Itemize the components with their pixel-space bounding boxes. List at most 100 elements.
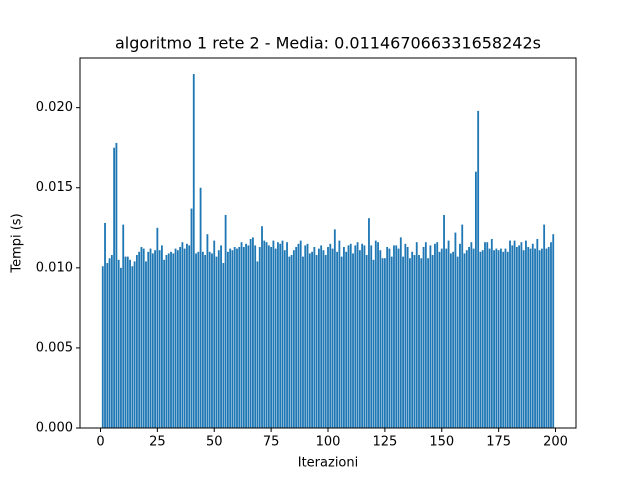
bar — [477, 110, 480, 428]
bar — [270, 247, 273, 428]
bar — [267, 245, 270, 428]
bar — [247, 245, 250, 428]
bar — [101, 266, 104, 428]
bar — [181, 242, 184, 428]
bar — [488, 248, 491, 428]
x-tick-label: 75 — [263, 435, 280, 450]
x-tick-label: 50 — [206, 435, 223, 450]
bar — [124, 256, 127, 428]
bar — [529, 248, 532, 428]
bar — [347, 245, 350, 428]
bar — [429, 245, 432, 428]
bar — [315, 255, 318, 428]
bar — [338, 240, 341, 428]
bar — [327, 247, 329, 428]
bar — [288, 256, 291, 428]
bar — [229, 248, 232, 428]
bar — [445, 248, 448, 428]
bar — [461, 224, 464, 428]
bar — [352, 253, 354, 428]
bar — [224, 214, 227, 428]
bar — [358, 250, 361, 428]
bar — [390, 256, 393, 428]
bar — [552, 234, 555, 428]
bar — [286, 242, 288, 428]
bar — [190, 208, 193, 428]
bar — [440, 248, 443, 428]
y-tick-label: 0.005 — [36, 340, 73, 355]
bar — [349, 243, 352, 428]
bar — [215, 256, 218, 428]
bar — [133, 261, 136, 428]
bar — [317, 248, 320, 428]
bar — [126, 256, 129, 428]
bar — [254, 245, 257, 428]
bar — [361, 243, 364, 428]
bar — [256, 261, 259, 428]
bar — [331, 248, 334, 428]
bar — [408, 258, 411, 428]
x-tick-label: 100 — [316, 435, 341, 450]
bar — [481, 250, 484, 428]
bar — [474, 171, 477, 428]
bar — [368, 218, 370, 428]
bar — [333, 229, 336, 428]
bar — [213, 240, 216, 428]
bar — [397, 248, 400, 428]
bar — [340, 256, 343, 428]
bar — [308, 253, 311, 428]
bar — [449, 253, 452, 428]
bar — [172, 253, 175, 428]
bar — [545, 248, 548, 428]
bar — [290, 255, 293, 428]
bar — [415, 242, 418, 428]
bar — [304, 245, 307, 428]
bar — [470, 242, 473, 428]
bar — [192, 74, 195, 428]
bar — [534, 248, 536, 428]
bar — [520, 242, 523, 428]
bar — [281, 240, 284, 428]
bar — [258, 247, 261, 428]
bar — [472, 248, 475, 428]
bar — [206, 234, 209, 428]
bar — [233, 247, 236, 428]
bar — [525, 240, 527, 428]
bar — [343, 247, 345, 428]
bar — [468, 247, 470, 428]
bar — [129, 259, 131, 428]
bar — [120, 267, 122, 428]
bar — [297, 243, 300, 428]
bar — [151, 253, 154, 428]
bar — [465, 250, 468, 428]
bar — [422, 247, 425, 428]
bar — [252, 237, 254, 428]
bar — [242, 247, 245, 428]
bar — [279, 243, 282, 428]
bar — [354, 245, 357, 428]
bar — [377, 242, 379, 428]
bar — [186, 243, 188, 428]
bar — [511, 245, 514, 428]
bar — [122, 224, 125, 428]
bar — [115, 142, 118, 428]
bar — [372, 259, 375, 428]
y-axis-label: Tempi (s) — [10, 213, 25, 273]
bar — [183, 248, 186, 428]
bar — [156, 227, 159, 428]
bar — [238, 247, 241, 428]
bar — [404, 243, 407, 428]
y-tick-label: 0.015 — [36, 180, 73, 195]
bar — [154, 250, 156, 428]
bar — [411, 251, 414, 428]
bar — [543, 224, 546, 428]
x-tick-label: 0 — [96, 435, 104, 450]
bar — [265, 242, 268, 428]
bar — [113, 147, 116, 429]
bar — [302, 256, 304, 428]
bar — [324, 255, 327, 428]
x-tick-label: 200 — [543, 435, 568, 450]
bar — [176, 250, 179, 428]
bar — [274, 248, 277, 428]
